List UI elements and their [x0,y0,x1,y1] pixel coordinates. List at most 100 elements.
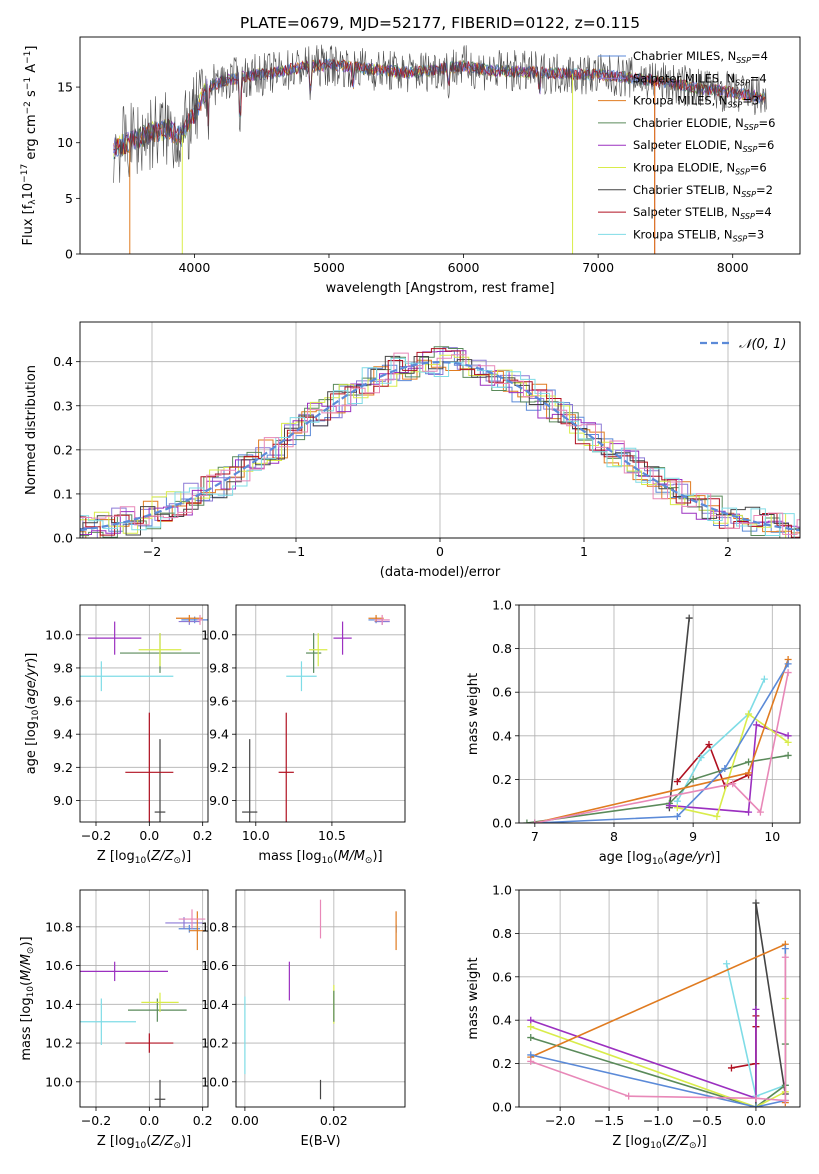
errorbar-point-kroupa-elodie [141,992,179,1013]
series-chabrier-elodie [523,751,792,823]
series-pink [531,669,792,823]
series-marker [745,710,753,718]
series-marker [752,721,760,729]
series-marker [752,899,760,907]
spectrum-legend: Chabrier MILES, NSSP=4 Salpeter MILES, NS… [598,49,775,243]
x-axis-label: age [log10(age/yr)] [599,850,721,867]
errorbar-point-pink [178,909,206,929]
mass-vs-ebv-panel: 0.00 0.02 10.0 10.2 10.4 10.6 10.8 E(B-V) [201,889,406,1149]
x-tick-label: −0.2 [81,828,111,843]
errorbar-point-kroupa-miles [189,911,206,951]
axis-ticks: −2 −1 0 1 2 0.0 0.1 0.2 0.3 0.4 [53,354,732,559]
y-tick-label: 0.6 [492,685,512,700]
series-line [534,663,789,823]
errorbar-point-chabrier-stelib [242,739,258,822]
errorbar-point-salpeter-elodie [80,961,168,982]
y-tick-label: 9.6 [209,694,229,709]
series-marker [673,797,681,805]
plot-area [113,44,767,254]
series-marker [673,778,681,786]
series-marker [752,1094,760,1102]
errorbar-point-chabrier-stelib [154,739,166,822]
y-tick-label: 0.8 [492,926,512,941]
y-tick-label: 10.0 [45,1074,73,1089]
age-vs-mass-panel: 10.0 10.5 9.0 9.2 9.4 9.6 9.8 10.0 mass [log10(M… [201,604,406,866]
axis-ticks: 7 8 9 10 0.0 0.2 0.4 0.6 0.8 1.0 [492,598,780,845]
series-marker [721,765,729,772]
series-pink [527,953,789,1104]
y-tick-label: 10.4 [201,997,229,1012]
series-marker [784,732,792,740]
legend-label: Salpeter MILES, NSSP=4 [633,71,767,87]
legend-label: Kroupa MILES, NSSP=3 [633,94,759,110]
y-tick-label: 1.0 [492,883,512,898]
x-tick-label: −2 [143,544,161,559]
series-marker [752,1103,760,1107]
y-tick-label: 9.0 [53,793,73,808]
series-marker [760,675,768,683]
axis-ticks: 10.0 10.5 9.0 9.2 9.4 9.6 9.8 10.0 [201,627,346,843]
x-tick-label: −1.0 [643,1113,673,1128]
plot-area [523,614,792,823]
legend-label: Kroupa ELODIE, NSSP=6 [633,161,767,177]
errorbar-point-pink [374,614,390,625]
series-marker [673,804,681,812]
y-axis-label: age [log10(age/yr)] [24,653,41,775]
grid-lines [236,605,405,822]
series-marker [697,754,705,762]
x-tick-label: −0.5 [692,1113,722,1128]
plot-area [80,614,208,822]
series-marker [531,819,539,823]
axes-frame [79,889,209,1108]
y-tick-label: 9.6 [53,694,73,709]
y-tick-label: 0.2 [492,1056,512,1071]
y-tick-label: 9.4 [209,727,229,742]
series-marker [781,953,789,961]
series-marker [745,758,753,766]
series-marker [781,1096,789,1104]
series-kroupa-miles [531,656,792,823]
errorbar-point-kroupa-miles [176,614,203,622]
errorbar-point-kroupa-elodie [138,633,182,667]
x-axis-label: Z [log10(Z/Z⊙)] [97,849,191,866]
series-line [530,1009,757,1100]
x-tick-label: 8000 [717,260,749,275]
x-tick-label: 0.2 [193,1113,213,1128]
y-tick-label: 10.4 [45,997,73,1012]
histogram-step-pink [80,352,800,535]
plot-area [244,899,397,1100]
x-axis-label: Z [log10(Z/Z⊙)] [612,1134,706,1151]
x-axis-label: Z [log10(Z/Z⊙)] [97,1134,191,1151]
series-line [676,742,749,787]
errorbar-point-salpeter-stelib [125,1033,174,1053]
y-tick-label: 0.0 [492,1100,512,1115]
y-tick-label: 0.2 [492,772,512,787]
x-tick-label: −2.0 [545,1113,575,1128]
y-tick-label: 1.0 [492,598,512,613]
x-tick-label: −1 [287,544,305,559]
x-axis-label: wavelength [Angstrom, rest frame] [326,281,555,296]
x-tick-label: 0.2 [193,828,213,843]
errorbar-point-salpeter-stelib [125,712,174,822]
series-chabrier-miles [531,660,792,823]
legend-label: Chabrier ELODIE, NSSP=6 [633,116,775,132]
errorbar-point-salpeter-stelib [278,712,294,822]
axes-frame [518,604,801,824]
series-marker [625,1092,633,1100]
spectrum-panel: 4000 5000 6000 7000 8000 0 5 10 15 wavelength [An… [20,36,801,296]
axes-frame [235,604,406,823]
x-tick-label: 0.00 [231,1113,259,1128]
errorbar-point-kroupa-stelib [80,998,136,1045]
series-marker [745,808,753,816]
x-axis-label: E(B-V) [300,1134,340,1149]
series-line [534,672,789,823]
errorbar-point-pink [197,614,203,625]
mass-vs-metallicity-panel: −0.2 0.0 0.2 10.0 10.2 10.4 10.6 10.8 Z [log10(Z… [19,889,213,1151]
series-marker [781,945,789,953]
x-tick-label: 1 [580,544,588,559]
x-tick-label: 0.0 [139,828,159,843]
x-tick-label: 0.0 [746,1113,766,1128]
y-tick-label: 0 [65,247,73,262]
y-tick-label: 10.0 [45,627,73,642]
series-marker [729,780,737,788]
